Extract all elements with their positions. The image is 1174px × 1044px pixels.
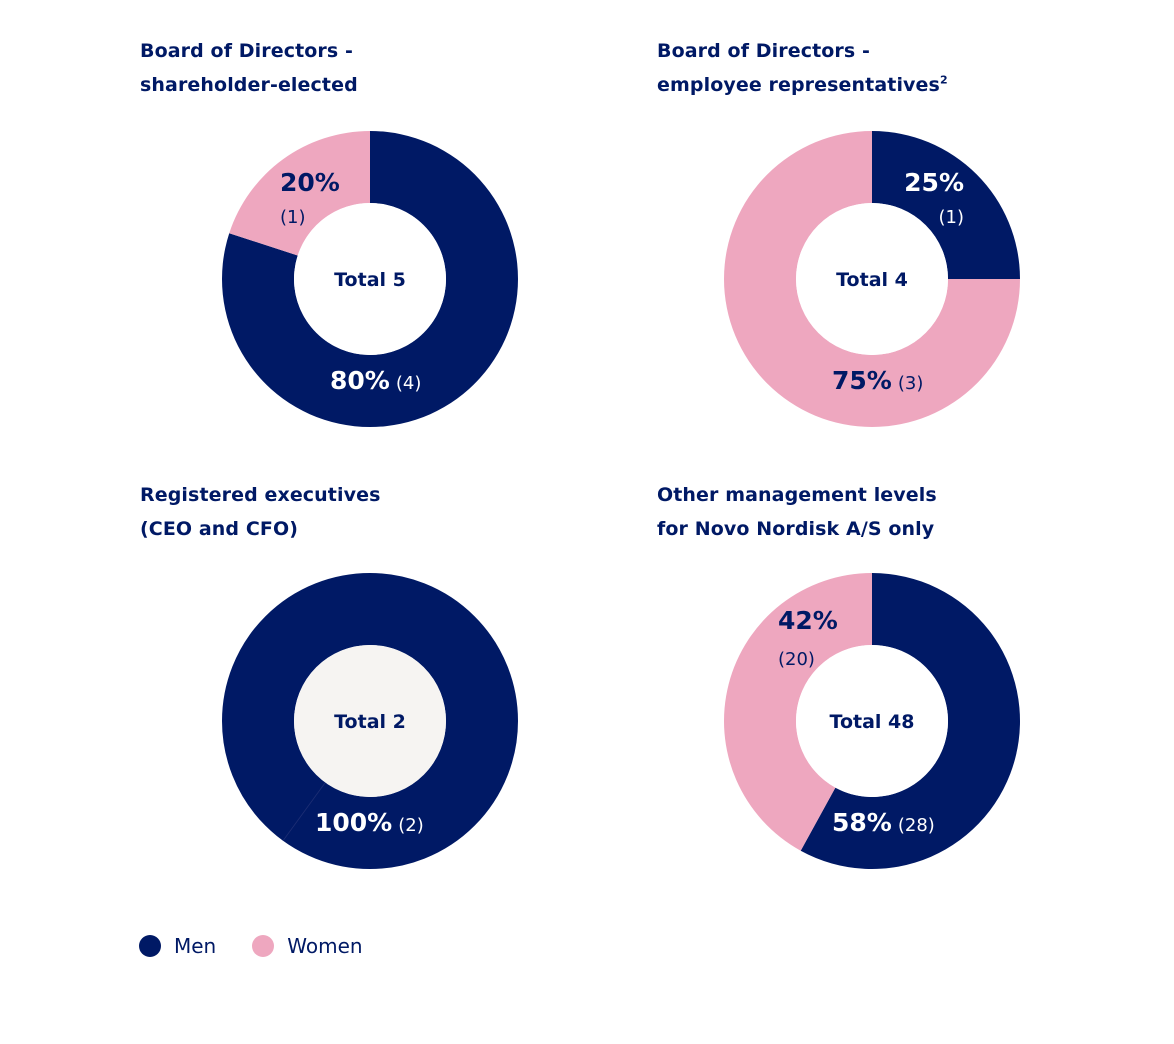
footnote-marker: 2 [939, 73, 948, 87]
data-label-count-women: (1) [280, 207, 306, 228]
legend-item-men: Men [139, 934, 216, 958]
title-text: employee representatives [657, 74, 940, 96]
donut-hole [796, 645, 948, 797]
legend-label-women: Women [287, 934, 363, 958]
donut-slice-women [724, 573, 872, 851]
title-line-1: Board of Directors - [657, 40, 870, 62]
donut-slice-men [221, 131, 518, 427]
chart-title-other-management-levels: Other management levels for Novo Nordisk… [657, 478, 937, 546]
data-label-percent-women: 75% [832, 366, 892, 395]
chart-title-registered-executives: Registered executives (CEO and CFO) [140, 478, 380, 546]
center-total-label: Total 4 [836, 269, 908, 291]
title-line-1: Other management levels [657, 484, 937, 506]
chart-title-board-employee-representatives: Board of Directors - employee representa… [657, 34, 948, 102]
legend: Men Women [139, 934, 399, 958]
donut-chart-other-management-levels: Total 48 58% (28) 42% (20) [724, 573, 1020, 869]
donut-hole [294, 203, 446, 355]
data-label-percent-men: 58% [832, 808, 892, 837]
data-label-count-women: (3) [898, 373, 924, 394]
data-label-percent-women: 20% [280, 168, 340, 197]
center-total-label: Total 48 [830, 711, 915, 733]
data-label-percent-men: 80% [330, 366, 390, 395]
data-label-count-women: (20) [778, 649, 815, 670]
data-label-percent-men: 100% [315, 808, 392, 837]
donut-chart-board-employee-representatives: Total 4 25% (1) 75% (3) [724, 131, 1020, 427]
donut-slice-men [222, 573, 518, 869]
data-label-count-men: (28) [898, 815, 935, 836]
title-line-2: (CEO and CFO) [140, 518, 298, 540]
donut-chart-board-shareholder-elected: Total 5 80% (4) 20% (1) [221, 131, 518, 427]
chart-title-board-shareholder-elected: Board of Directors - shareholder-elected [140, 34, 358, 102]
donut-hole [796, 203, 948, 355]
legend-label-men: Men [174, 934, 217, 958]
data-label-percent-men: 25% [904, 168, 964, 197]
donut-slice-women [724, 131, 1020, 427]
legend-swatch-men [139, 935, 161, 957]
donut-slice-men [872, 131, 1020, 279]
data-label-count-men: (4) [396, 373, 422, 394]
title-line-1: Board of Directors - [140, 40, 353, 62]
title-line-2: for Novo Nordisk A/S only [657, 518, 935, 540]
title-line-1: Registered executives [140, 484, 381, 506]
title-line-2: employee representatives2 [657, 68, 948, 102]
donut-hole [294, 645, 446, 797]
legend-swatch-women [252, 935, 275, 957]
legend-item-women: Women [252, 934, 363, 958]
slice-seam [282, 782, 326, 841]
donut-chart-registered-executives: Total 2 100% (2) [222, 573, 518, 869]
center-total-label: Total 5 [334, 269, 406, 291]
center-total-label: Total 2 [334, 711, 406, 733]
donut-slice-women [229, 131, 370, 256]
donut-slice-men [800, 573, 1020, 869]
data-label-count-men: (2) [398, 815, 424, 836]
data-label-count-men: (1) [939, 207, 965, 228]
data-label-percent-women: 42% [778, 606, 838, 635]
title-line-2: shareholder-elected [140, 74, 358, 96]
